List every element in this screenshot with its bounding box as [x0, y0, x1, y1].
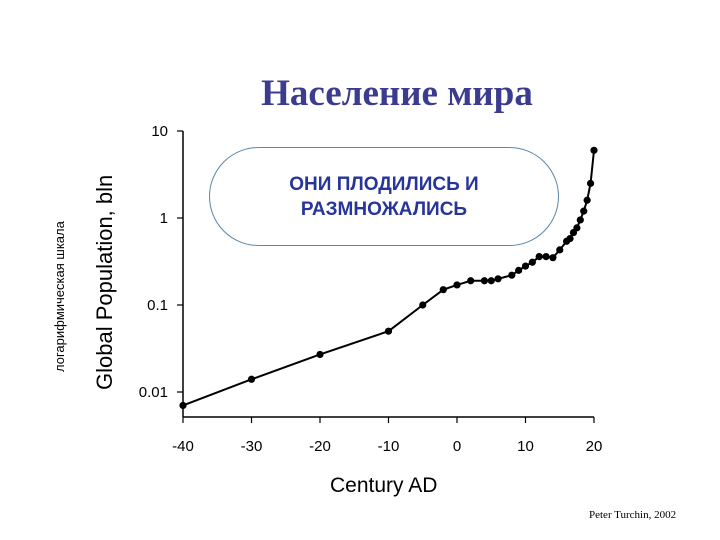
chart-ticks: -40 -30 -20 -10 0 10 20 0.01 0.1 1 10	[139, 123, 603, 455]
data-point	[453, 281, 461, 289]
x-axis-label: Century AD	[330, 474, 438, 497]
data-point	[179, 401, 187, 410]
y-tick-label: 10	[151, 123, 168, 140]
data-point	[573, 224, 581, 232]
y-tick-label: 1	[160, 210, 168, 227]
x-tick-label: -20	[309, 438, 331, 455]
chart-series	[179, 146, 598, 410]
data-point	[586, 179, 595, 187]
data-point	[494, 275, 502, 283]
data-point	[556, 246, 564, 254]
data-point	[535, 253, 543, 261]
x-tick-label: -10	[378, 438, 400, 455]
data-point	[583, 196, 591, 204]
credit-text: Peter Turchin, 2002	[589, 509, 677, 521]
data-point	[542, 253, 550, 261]
data-point	[590, 146, 598, 154]
data-point	[515, 266, 523, 274]
data-point	[576, 216, 584, 224]
slide-title: Население мира	[261, 73, 533, 114]
population-line	[182, 150, 595, 407]
x-tick-label: 0	[453, 438, 461, 455]
data-point	[480, 277, 488, 285]
data-point	[439, 286, 447, 294]
log-scale-note: логарифмическая шкала	[52, 221, 67, 372]
data-point	[521, 262, 530, 270]
x-tick-label: 10	[517, 438, 534, 455]
data-point	[419, 301, 427, 309]
data-point	[580, 207, 588, 215]
data-point	[566, 234, 574, 243]
callout-bubble: ОНИ ПЛОДИЛИСЬ И РАЗМНОЖАЛИСЬ	[209, 147, 559, 246]
x-tick-label: -30	[241, 438, 263, 455]
data-point	[508, 271, 516, 279]
data-point	[528, 258, 536, 266]
data-point	[487, 277, 495, 285]
data-point	[549, 254, 557, 262]
data-point	[384, 327, 393, 335]
x-tick-label: 20	[586, 438, 603, 455]
y-tick-label: 0.01	[139, 384, 168, 401]
x-tick-label: -40	[172, 438, 194, 455]
y-axis-label: Global Population, bln	[92, 174, 117, 390]
callout-text: ОНИ ПЛОДИЛИСЬ И РАЗМНОЖАЛИСЬ	[289, 173, 479, 220]
data-point	[247, 375, 256, 383]
data-point	[467, 277, 475, 285]
data-point	[316, 350, 324, 359]
y-tick-label: 0.1	[147, 297, 168, 314]
